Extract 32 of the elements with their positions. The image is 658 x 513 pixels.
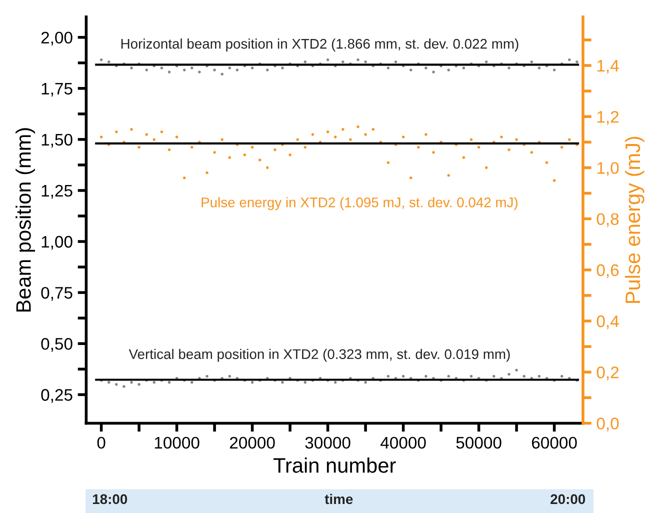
- y-tick-label: 1,00: [42, 236, 72, 250]
- x-tick-label: 50000: [456, 436, 502, 449]
- x-tick-label: 0: [97, 436, 106, 449]
- y2-tick-label: 1,0: [597, 162, 619, 176]
- y2-tick-label: 1,2: [597, 110, 619, 125]
- y2-tick-label: 0,2: [596, 366, 619, 380]
- y2-tick-label: 0,6: [596, 264, 619, 278]
- y2-tick-label: 0,8: [596, 213, 619, 227]
- y2-tick-label: 0,0: [596, 418, 619, 432]
- y-tick-label: 0,75: [41, 286, 72, 301]
- x-tick-label: 20000: [230, 436, 275, 449]
- y-axis-title: Beam position (mm): [16, 128, 36, 312]
- y2-tick-label: 1,4: [597, 60, 619, 74]
- y-tick-label: 1,50: [42, 134, 72, 148]
- x-tick-label: 10000: [154, 436, 200, 449]
- series-label: Vertical beam position in XTD2 (0.323 mm, st. dev. 0.019 mm): [128, 348, 510, 362]
- text: time: [324, 494, 353, 504]
- x-tick-label: 60000: [532, 436, 577, 449]
- y-tick-label: 0,25: [41, 389, 72, 403]
- text: 18:00: [92, 494, 128, 504]
- x-tick-label: 30000: [305, 436, 350, 449]
- y-tick-label: 2,00: [41, 32, 72, 46]
- y2-axis-title: Pulse energy (mJ): [624, 136, 644, 303]
- y2-tick-label: 0,4: [596, 315, 619, 330]
- x-tick-label: 40000: [380, 436, 426, 449]
- x-axis-title: Train number: [274, 458, 396, 473]
- series-label: Pulse energy in XTD2 (1.095 mJ, st. dev. 0.042 mJ): [202, 197, 518, 210]
- series-label: Horizontal beam position in XTD2 (1.866 mm, st. dev. 0.022 mm): [121, 38, 518, 52]
- y-tick-label: 1,25: [42, 184, 72, 199]
- y-tick-label: 0,50: [41, 338, 72, 352]
- y-tick-label: 1,75: [42, 82, 72, 97]
- text: 20:00: [550, 494, 586, 504]
